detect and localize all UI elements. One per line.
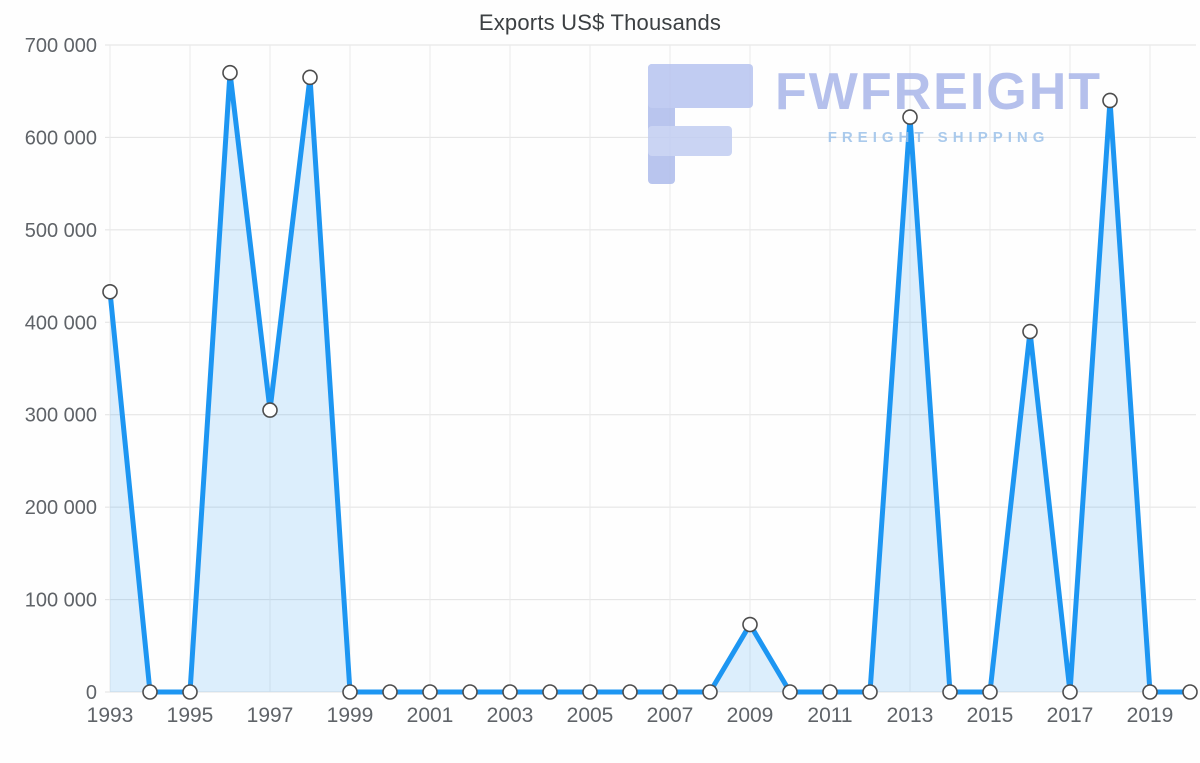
- series-area-fill: [110, 72, 1190, 692]
- data-point[interactable]: [902, 109, 918, 125]
- data-point[interactable]: [582, 684, 598, 700]
- data-point[interactable]: [822, 684, 838, 700]
- data-point[interactable]: [782, 684, 798, 700]
- data-point[interactable]: [182, 684, 198, 700]
- data-point[interactable]: [1022, 323, 1038, 340]
- x-axis-label: 2007: [647, 704, 694, 727]
- chart-title: Exports US$ Thousands: [478, 10, 722, 35]
- x-axis-label: 2019: [1127, 704, 1174, 727]
- y-axis-label: 500 000: [25, 220, 97, 242]
- y-axis-label: 0: [86, 682, 97, 704]
- data-point[interactable]: [1142, 684, 1158, 700]
- data-point[interactable]: [302, 69, 318, 86]
- x-axis-label: 2015: [967, 704, 1014, 727]
- x-axis-label: 2017: [1047, 704, 1094, 727]
- y-axis-label: 200 000: [25, 497, 97, 519]
- x-axis-label: 2003: [487, 704, 534, 727]
- y-axis-label: 100 000: [25, 590, 97, 612]
- data-point[interactable]: [1062, 684, 1078, 700]
- data-point[interactable]: [422, 684, 438, 700]
- data-point[interactable]: [622, 684, 638, 700]
- data-point[interactable]: [382, 684, 398, 700]
- data-point[interactable]: [502, 684, 518, 700]
- data-point[interactable]: [742, 616, 758, 633]
- data-point[interactable]: [1102, 92, 1118, 109]
- data-point[interactable]: [702, 684, 718, 700]
- x-axis-label: 1999: [327, 704, 374, 727]
- data-point[interactable]: [1182, 684, 1198, 700]
- x-axis-label: 1995: [167, 704, 214, 727]
- data-point[interactable]: [982, 684, 998, 700]
- x-axis-label: 2009: [727, 704, 774, 727]
- x-axis-label: 1993: [87, 704, 134, 727]
- x-axis-label: 2001: [407, 704, 454, 727]
- series-line: [107, 70, 1193, 695]
- data-point[interactable]: [142, 684, 158, 700]
- x-axis-label: 2005: [567, 704, 614, 727]
- data-point[interactable]: [462, 684, 478, 700]
- data-point[interactable]: [222, 64, 238, 81]
- data-point[interactable]: [942, 684, 958, 700]
- x-axis-label: 2011: [807, 704, 852, 727]
- data-point[interactable]: [342, 684, 358, 700]
- y-axis-label: 700 000: [25, 35, 97, 57]
- data-point[interactable]: [662, 684, 678, 700]
- y-axis-label: 300 000: [25, 405, 97, 427]
- y-axis-label: 400 000: [25, 312, 97, 334]
- data-point[interactable]: [542, 684, 558, 700]
- data-point[interactable]: [102, 283, 118, 300]
- y-axis-label: 600 000: [25, 127, 97, 149]
- data-point[interactable]: [262, 402, 278, 418]
- x-axis-label: 1997: [247, 704, 294, 727]
- data-point[interactable]: [862, 684, 878, 700]
- x-axis-label: 2013: [887, 704, 934, 727]
